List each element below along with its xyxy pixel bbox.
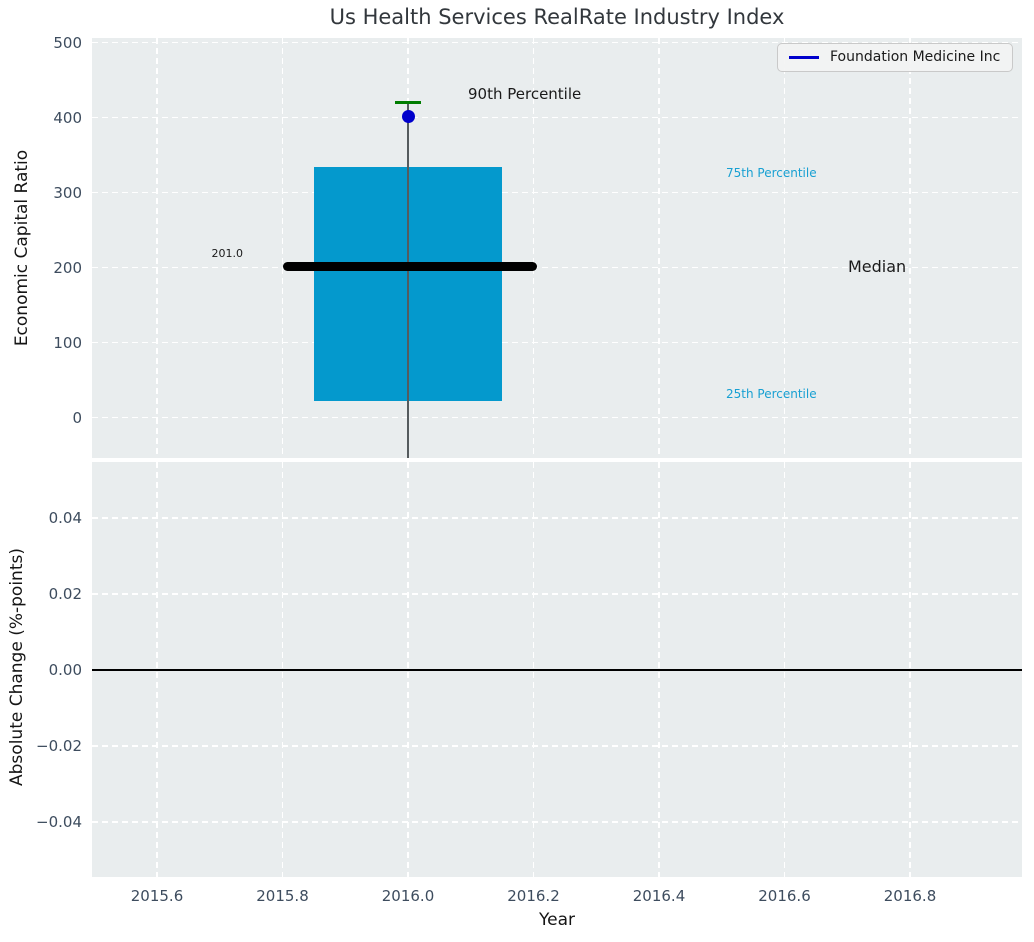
gridline-y — [92, 191, 1022, 194]
x-tick-label: 2016.2 — [507, 887, 560, 905]
gridline-y — [92, 266, 1022, 269]
gridline-y — [92, 416, 1022, 419]
y-tick-label: 200 — [53, 258, 82, 277]
gridline-x — [532, 38, 535, 458]
y-tick-label: −0.04 — [36, 813, 82, 831]
y-tick-label: 500 — [53, 33, 82, 52]
legend: Foundation Medicine Inc — [777, 43, 1014, 72]
x-tick-label: 2015.8 — [256, 887, 309, 905]
annotation-q1: 25th Percentile — [726, 387, 817, 402]
median-line — [282, 262, 537, 272]
annotation-q3: 75th Percentile — [726, 166, 817, 181]
gridline-x — [281, 38, 284, 458]
zero-line — [92, 669, 1022, 671]
annotation-p90: 90th Percentile — [468, 85, 582, 104]
y-tick-label: 0.00 — [48, 661, 82, 679]
gridline-y — [92, 745, 1022, 747]
annotation-median: Median — [848, 256, 907, 276]
gridline-x — [658, 38, 660, 458]
y-tick-label: 100 — [53, 333, 82, 352]
y-tick-label: −0.02 — [36, 737, 82, 755]
legend-label: Foundation Medicine Inc — [830, 49, 1001, 65]
gridline-y — [92, 41, 1022, 44]
chart-title: Us Health Services RealRate Industry Ind… — [329, 5, 785, 29]
y-tick-label: 300 — [53, 183, 82, 202]
x-axis-label: Year — [539, 910, 575, 930]
gridline-y — [92, 116, 1022, 119]
y-tick-label: 400 — [53, 108, 82, 127]
whisker-line — [407, 102, 409, 458]
x-tick-label: 2016.6 — [758, 887, 811, 905]
gridline-x — [909, 38, 911, 458]
annotation-median-value: 201.0 — [211, 247, 244, 261]
gridline-x — [156, 38, 158, 458]
gridline-y — [92, 821, 1022, 823]
x-tick-label: 2016.8 — [883, 887, 937, 905]
x-tick-label: 2015.6 — [130, 887, 184, 905]
x-tick-label: 2016.0 — [381, 887, 435, 905]
gridline-y — [92, 517, 1022, 519]
legend-line-swatch — [789, 56, 819, 59]
company-point — [401, 109, 415, 123]
bottom-axes — [92, 462, 1022, 877]
y-tick-label: 0 — [72, 408, 82, 427]
x-tick-label: 2016.4 — [632, 887, 686, 905]
top-axes: 90th Percentile 75th Percentile Median 25th… — [92, 38, 1022, 458]
gridline-y — [92, 341, 1022, 344]
p90-cap — [395, 101, 421, 105]
gridline-y — [92, 593, 1022, 595]
y-tick-label: 0.04 — [48, 509, 82, 527]
y-tick-label: 0.02 — [48, 585, 82, 603]
y-axis-label-top: Economic Capital Ratio — [12, 149, 32, 347]
gridline-x — [783, 38, 786, 458]
